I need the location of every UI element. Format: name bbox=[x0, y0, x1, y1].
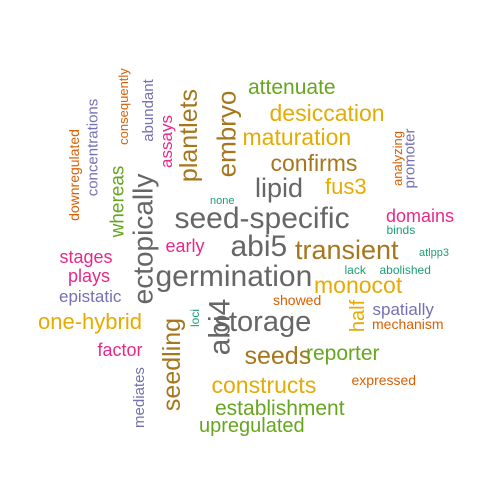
word-ectopically: ectopically bbox=[126, 173, 158, 305]
word-seeds: seeds bbox=[244, 341, 312, 370]
word-desiccation: desiccation bbox=[269, 99, 385, 126]
word-fus3: fus3 bbox=[325, 174, 367, 199]
word-plantlets: plantlets bbox=[174, 88, 203, 182]
word-spatially: spatially bbox=[372, 299, 434, 319]
word-assays: assays bbox=[156, 114, 176, 168]
word-plays: plays bbox=[68, 266, 111, 286]
word-one-hybrid: one-hybrid bbox=[38, 309, 142, 334]
word-seedling: seedling bbox=[157, 317, 186, 411]
word-concentrations: concentrations bbox=[84, 98, 102, 196]
word-establishment: establishment bbox=[215, 396, 345, 420]
word-epistatic: epistatic bbox=[59, 286, 122, 306]
word-factor: factor bbox=[97, 340, 143, 360]
word-domains: domains bbox=[386, 206, 455, 226]
word-consequently: consequently bbox=[115, 67, 131, 145]
word-lack: lack bbox=[344, 263, 366, 277]
word-abolished: abolished bbox=[379, 263, 431, 277]
word-maturation: maturation bbox=[242, 123, 352, 150]
word-atlpp3: atlpp3 bbox=[419, 246, 449, 259]
word-none: none bbox=[210, 194, 235, 207]
word-abi5: abi5 bbox=[230, 230, 288, 263]
word-monocot: monocot bbox=[314, 271, 403, 298]
word-lipid: lipid bbox=[255, 172, 304, 203]
word-early: early bbox=[165, 236, 205, 256]
word-showed: showed bbox=[273, 292, 322, 308]
word-expressed: expressed bbox=[351, 372, 417, 388]
word-abundant: abundant bbox=[139, 78, 157, 142]
word-downregulated: downregulated bbox=[65, 129, 82, 221]
word-half: half bbox=[347, 299, 370, 333]
word-reporter: reporter bbox=[306, 341, 380, 365]
word-whereas: whereas bbox=[107, 165, 129, 237]
word-loci: loci bbox=[188, 308, 203, 328]
word-constructs: constructs bbox=[211, 371, 317, 398]
word-confirms: confirms bbox=[270, 149, 358, 176]
word-mechanism: mechanism bbox=[372, 316, 444, 332]
word-abi4: abi4 bbox=[202, 298, 236, 356]
word-analyzing: analyzing bbox=[389, 130, 405, 186]
word-seed-specific: seed-specific bbox=[174, 202, 350, 235]
word-upregulated: upregulated bbox=[199, 415, 305, 437]
word-binds: binds bbox=[386, 223, 416, 237]
word-mediates: mediates bbox=[130, 366, 148, 428]
word-stages: stages bbox=[59, 247, 113, 267]
word-embryo: embryo bbox=[210, 90, 241, 178]
word-transient: transient bbox=[295, 234, 399, 265]
word-germination: germination bbox=[155, 260, 313, 293]
word-attenuate: attenuate bbox=[248, 75, 336, 99]
word-storage: storage bbox=[214, 305, 312, 338]
